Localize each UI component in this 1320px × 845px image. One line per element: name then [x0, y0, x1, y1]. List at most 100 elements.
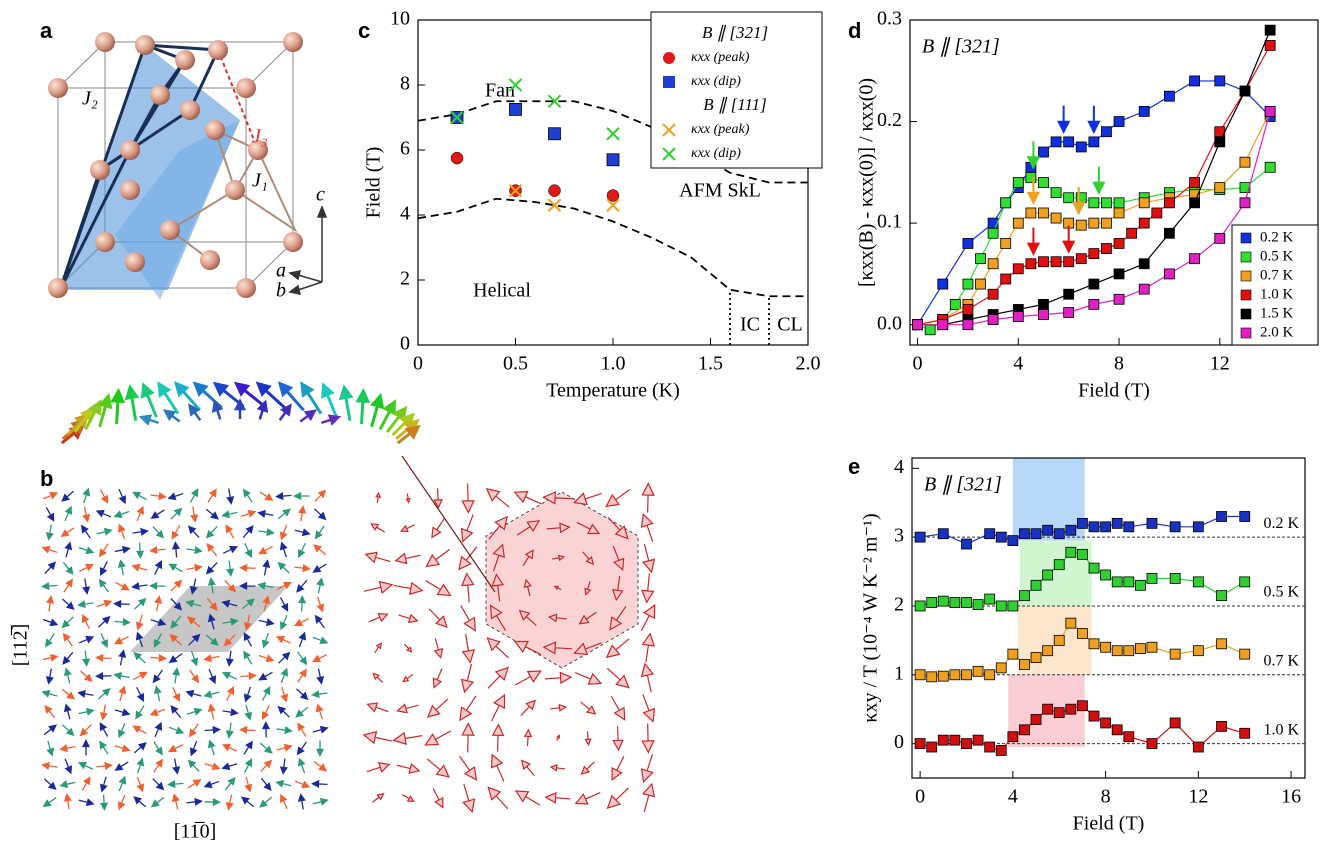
spin-arrow	[316, 526, 325, 538]
spin-arrow	[61, 745, 76, 751]
spin-arrow	[170, 564, 183, 572]
crystal-structure	[48, 32, 303, 300]
spin-arrow	[137, 615, 143, 629]
atom	[200, 250, 220, 270]
spin-arrow	[79, 637, 93, 643]
data-point	[1001, 274, 1011, 284]
x-tick-label: 8	[1114, 353, 1124, 375]
atom	[160, 220, 180, 240]
spin-arrow	[99, 617, 110, 627]
spin-arrow	[172, 525, 179, 538]
spin-arrow	[65, 705, 71, 720]
spin-arrow	[281, 543, 287, 557]
data-point	[1001, 198, 1011, 208]
legend-label: 0.5 K	[1260, 248, 1294, 264]
spin-arrow	[65, 669, 71, 684]
spin-arrow	[459, 547, 477, 570]
data-point	[1135, 580, 1145, 590]
spin-arrow	[515, 671, 540, 685]
x-tick-label: 0	[915, 786, 925, 808]
legend-label: κxx (peak)	[691, 50, 750, 65]
panel-label: e	[848, 454, 860, 479]
spin-arrow	[585, 731, 590, 744]
data-point	[988, 315, 998, 325]
spin-arrow	[401, 525, 415, 532]
spin-arrow	[317, 669, 323, 684]
data-point	[1265, 40, 1275, 50]
spin-texture	[43, 489, 328, 810]
spin-arrow	[397, 704, 418, 712]
spin-arrow	[47, 525, 53, 540]
data-point	[1089, 198, 1099, 208]
data-point	[1240, 577, 1250, 587]
spin-arrow	[277, 637, 291, 644]
bond-label: J₂	[82, 88, 98, 110]
data-point	[1101, 642, 1111, 652]
spin-arrow	[83, 507, 89, 522]
data-point	[1217, 639, 1227, 649]
spin-arrow	[299, 597, 305, 612]
spin-arrow	[97, 673, 112, 679]
y-tick-label: 0.0	[877, 312, 902, 334]
spin-arrow	[298, 724, 306, 737]
spin-arrow	[97, 601, 111, 607]
spin-arrow	[433, 789, 443, 808]
page: a b c d e J₂ J₃ J₁	[0, 0, 1320, 845]
spin-arrow	[299, 507, 305, 522]
data-point	[1013, 218, 1023, 228]
spin-arrow	[191, 507, 197, 522]
spin-arrow	[155, 687, 161, 702]
hexagon	[486, 492, 638, 668]
spin-arrow	[43, 493, 57, 499]
legend-marker	[663, 52, 675, 64]
data-point	[1170, 649, 1180, 659]
spin-arrow	[245, 777, 251, 792]
spin-arrow	[152, 797, 164, 806]
data-point	[1031, 580, 1041, 590]
spin-arrow	[641, 605, 654, 631]
data-point	[1038, 310, 1048, 320]
spin-arrow	[435, 638, 443, 657]
spin-arrow	[173, 669, 179, 684]
legend-label: 2.0 K	[1260, 324, 1294, 340]
spin-arrow	[63, 562, 72, 574]
spin-arrow	[299, 759, 305, 773]
spin-arrow	[376, 493, 380, 503]
spin-arrow	[263, 705, 270, 718]
spin-arrow	[546, 793, 571, 803]
spin-arrow	[134, 726, 147, 733]
spin-arrow	[367, 763, 389, 772]
spin-arrow	[263, 561, 269, 576]
spin-arrow	[223, 547, 236, 554]
spin-arrow	[205, 764, 219, 770]
spin-arrow	[151, 583, 166, 589]
legend-title: B ∥ [321]	[702, 23, 768, 42]
data-point	[1089, 299, 1099, 309]
legend-marker	[1241, 271, 1251, 281]
spin-arrow	[137, 777, 143, 791]
spin-arrow	[314, 564, 327, 572]
spin-arrow	[209, 669, 215, 683]
atom	[283, 232, 303, 252]
data-point	[1101, 244, 1111, 254]
data-point	[985, 529, 995, 539]
spin-arrow	[245, 687, 251, 701]
spin-arrow	[429, 609, 447, 627]
atom	[48, 278, 68, 298]
spin-arrow	[153, 779, 163, 790]
data-point	[1112, 646, 1122, 656]
spin-arrow	[227, 651, 233, 666]
spin-arrow	[79, 691, 94, 697]
data-point	[1054, 708, 1064, 718]
spin-arrow	[207, 563, 217, 574]
spin-arrow	[642, 514, 653, 541]
spin-arrow	[244, 652, 252, 665]
data-point	[1265, 162, 1275, 172]
legend-marker	[1241, 309, 1251, 319]
y-tick-label: 0.3	[877, 8, 902, 30]
data-point	[938, 596, 948, 606]
data-point	[1043, 704, 1053, 714]
spin-arrow	[153, 527, 163, 538]
spin-arrow	[119, 723, 125, 737]
data-point	[988, 218, 998, 228]
